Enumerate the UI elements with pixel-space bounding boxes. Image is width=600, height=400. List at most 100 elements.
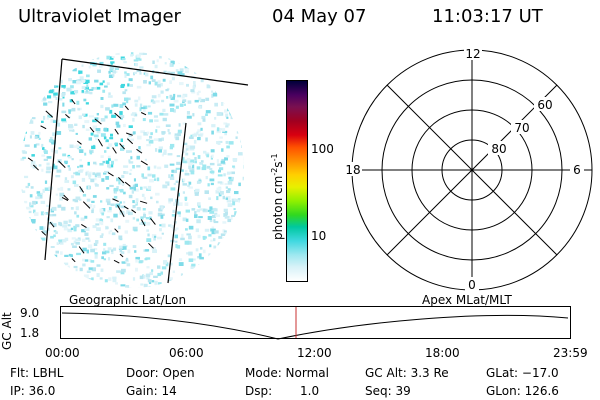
uv-speckle bbox=[178, 262, 184, 266]
uv-speckle bbox=[235, 262, 239, 265]
uv-speckle bbox=[216, 127, 220, 132]
uv-speckle bbox=[30, 236, 33, 239]
uv-speckle bbox=[249, 174, 251, 177]
uv-speckle bbox=[250, 261, 254, 265]
uv-speckle bbox=[122, 102, 126, 106]
uv-speckle bbox=[134, 202, 137, 205]
uv-speckle bbox=[31, 82, 35, 86]
uv-speckle bbox=[74, 123, 78, 126]
uv-speckle bbox=[104, 150, 107, 153]
uv-speckle bbox=[195, 228, 199, 233]
uv-speckle bbox=[76, 80, 81, 85]
uv-speckle bbox=[97, 69, 101, 73]
uv-speckle bbox=[87, 161, 90, 166]
uv-speckle bbox=[180, 237, 185, 241]
uv-speckle bbox=[169, 103, 175, 107]
uv-speckle bbox=[184, 172, 190, 176]
uv-speckle bbox=[88, 171, 92, 175]
uv-speckle bbox=[65, 54, 71, 57]
uv-speckle bbox=[234, 222, 238, 225]
uv-speckle bbox=[153, 275, 158, 278]
uv-speckle bbox=[30, 186, 34, 189]
grid-fragment bbox=[27, 157, 33, 162]
uv-speckle bbox=[20, 104, 26, 108]
uv-speckle bbox=[192, 113, 195, 117]
uv-speckle bbox=[237, 283, 241, 287]
uv-speckle bbox=[200, 64, 204, 68]
uv-speckle bbox=[164, 62, 167, 65]
uv-speckle bbox=[181, 95, 185, 99]
uv-speckle bbox=[238, 182, 241, 187]
uv-speckle bbox=[195, 248, 199, 252]
uv-speckle bbox=[70, 242, 74, 246]
uv-speckle bbox=[203, 150, 207, 154]
uv-speckle bbox=[46, 117, 50, 120]
uv-speckle bbox=[173, 109, 176, 113]
uv-speckle bbox=[176, 161, 181, 165]
uv-speckle bbox=[153, 237, 156, 241]
uv-speckle bbox=[59, 222, 63, 227]
uv-speckle bbox=[124, 97, 129, 102]
uv-speckle bbox=[227, 203, 233, 207]
uv-speckle bbox=[220, 160, 225, 164]
uv-speckle bbox=[224, 211, 228, 215]
grid-fragment bbox=[61, 196, 69, 201]
uv-speckle bbox=[237, 288, 241, 291]
uv-speckle bbox=[185, 209, 190, 213]
uv-speckle bbox=[102, 287, 107, 288]
uv-speckle bbox=[125, 285, 130, 288]
uv-speckle bbox=[75, 132, 78, 135]
uv-speckle bbox=[241, 145, 244, 148]
uv-speckle bbox=[21, 137, 25, 141]
uv-speckle bbox=[211, 207, 217, 211]
uv-speckle bbox=[159, 228, 162, 232]
uv-speckle bbox=[217, 174, 223, 177]
uv-emission-speckles bbox=[20, 52, 254, 292]
uv-speckle bbox=[81, 90, 84, 93]
uv-speckle bbox=[179, 73, 184, 77]
uv-speckle bbox=[127, 83, 130, 87]
uv-speckle bbox=[146, 266, 150, 269]
uv-speckle bbox=[34, 82, 40, 85]
uv-speckle bbox=[191, 263, 196, 267]
uv-speckle bbox=[161, 223, 166, 228]
uv-speckle bbox=[25, 246, 31, 249]
uv-speckle bbox=[147, 279, 152, 283]
uv-speckle bbox=[63, 227, 69, 231]
uv-speckle bbox=[177, 129, 182, 134]
uv-speckle bbox=[21, 150, 26, 153]
uv-speckle bbox=[220, 112, 224, 116]
uv-speckle bbox=[119, 104, 124, 108]
uv-speckle bbox=[66, 270, 70, 275]
uv-speckle bbox=[151, 95, 157, 99]
uv-speckle bbox=[52, 132, 57, 136]
uv-speckle bbox=[75, 196, 81, 200]
uv-speckle bbox=[68, 167, 71, 171]
uv-speckle bbox=[21, 260, 24, 264]
uv-speckle bbox=[249, 257, 252, 261]
uv-speckle bbox=[54, 289, 59, 292]
uv-speckle bbox=[249, 57, 253, 60]
uv-speckle bbox=[249, 209, 254, 211]
uv-speckle bbox=[84, 120, 90, 124]
uv-speckle bbox=[111, 104, 114, 108]
uv-speckle bbox=[112, 276, 117, 279]
uv-speckle bbox=[133, 186, 136, 191]
uv-speckle bbox=[60, 79, 63, 84]
uv-speckle bbox=[97, 175, 101, 178]
uv-speckle bbox=[41, 168, 44, 172]
uv-speckle bbox=[119, 111, 123, 115]
grid-fragment bbox=[140, 160, 148, 166]
uv-speckle bbox=[216, 271, 220, 274]
uv-speckle bbox=[136, 165, 141, 168]
uv-speckle bbox=[52, 254, 58, 258]
uv-speckle bbox=[240, 251, 244, 255]
uv-speckle bbox=[196, 219, 201, 224]
uv-speckle bbox=[199, 162, 204, 165]
uv-speckle bbox=[91, 207, 95, 211]
uv-speckle bbox=[74, 184, 79, 187]
uv-speckle bbox=[211, 226, 215, 230]
grid-fragment bbox=[94, 118, 102, 125]
uv-speckle bbox=[36, 191, 41, 194]
uv-speckle bbox=[106, 216, 110, 219]
